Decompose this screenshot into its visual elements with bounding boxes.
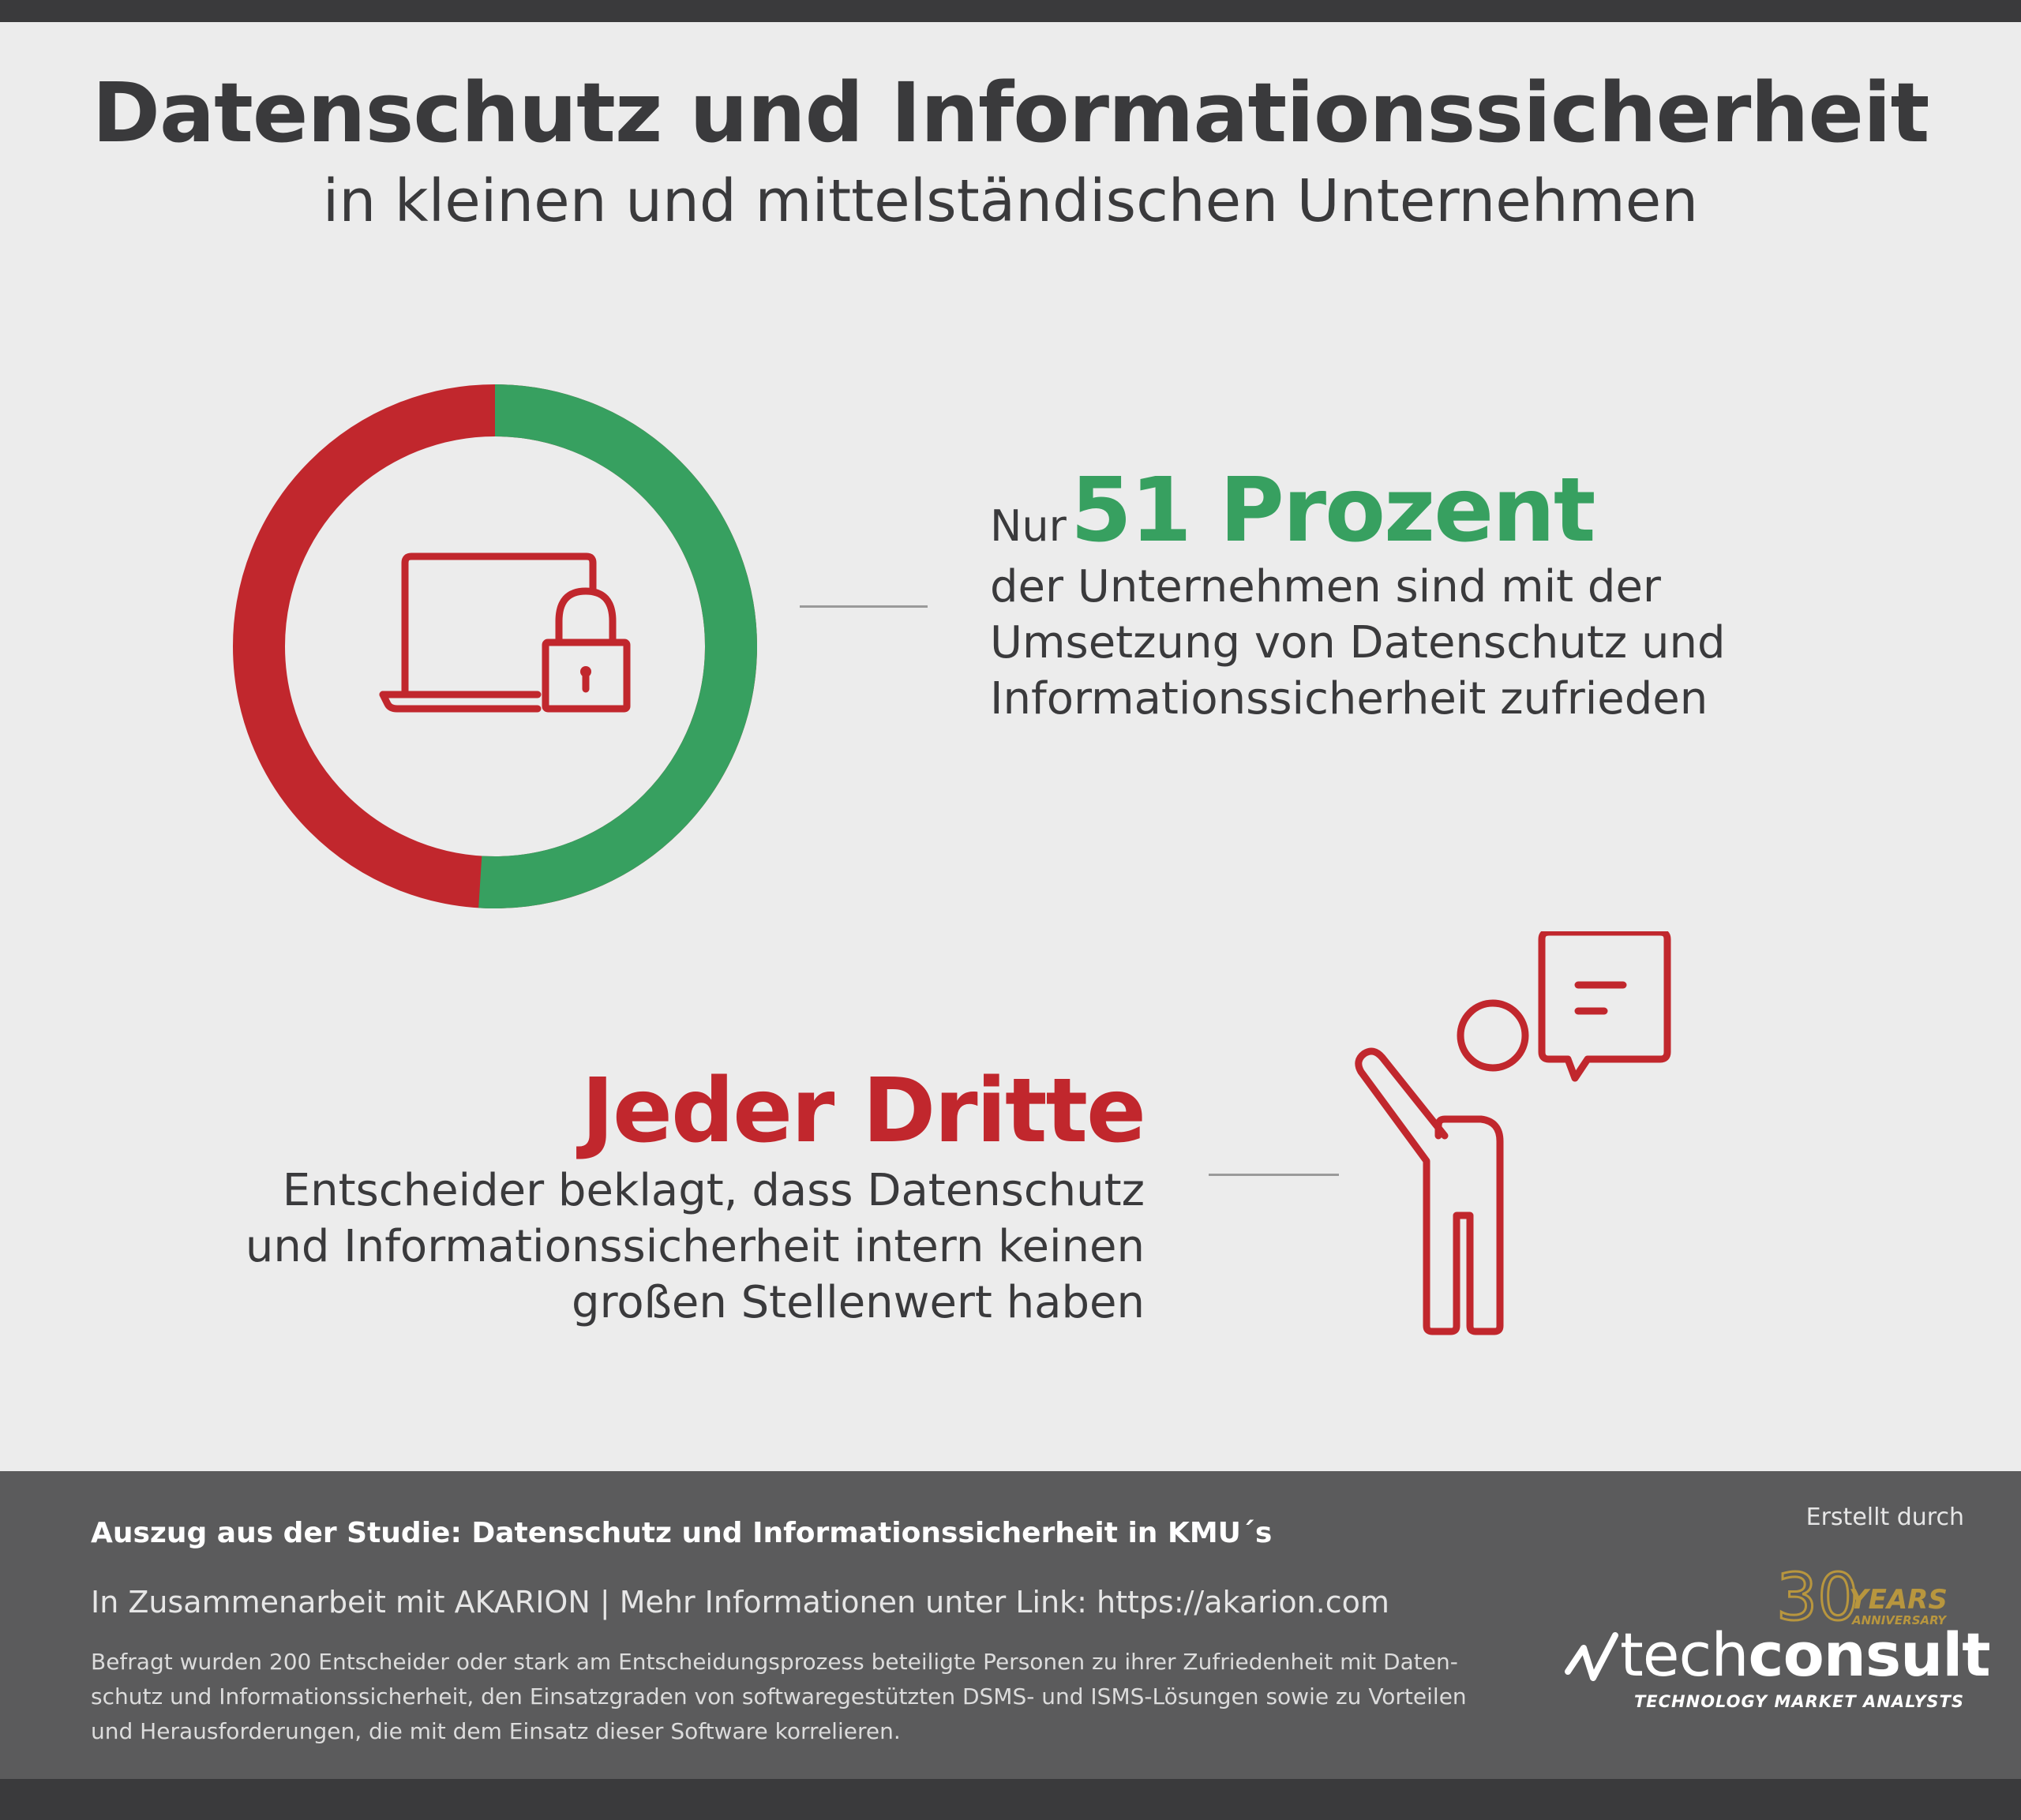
anniversary-sub: ANNIVERSARY: [1851, 1613, 1948, 1627]
page-subtitle: in kleinen und mittelständischen Unterne…: [322, 167, 1699, 235]
footer: [0, 1471, 2021, 1779]
stat-satisfied: Nur 51 Prozent der Unternehmen sind mit …: [990, 459, 1726, 727]
created-by-label: Erstellt durch: [1805, 1504, 1964, 1531]
stat-third-description: Entscheider beklagt, dass Datenschutz un…: [245, 1165, 1145, 1328]
donut-satisfied-arc: [478, 384, 757, 908]
laptop-lock-icon: [379, 552, 631, 713]
connector-line-1: [800, 605, 928, 608]
top-bar: [0, 0, 2021, 22]
anniversary-word: YEARS: [1849, 1584, 1948, 1616]
connector-line-2: [1209, 1174, 1339, 1176]
stat-third: Jeder Dritte Entscheider beklagt, dass D…: [245, 1060, 1146, 1331]
survey-note: Befragt wurden 200 Entscheider oder star…: [91, 1649, 1467, 1744]
satisfaction-donut: [233, 384, 757, 908]
stat-satisfied-description: der Unternehmen sind mit der Umsetzung v…: [990, 561, 1726, 725]
page-title: Datenschutz und Informationssicherheit: [92, 65, 1930, 161]
person-speech-bubble-icon: [1355, 931, 1671, 1335]
partner-line: In Zusammenarbeit mit AKARION | Mehr Inf…: [91, 1585, 1389, 1620]
stat-satisfied-lead: Nur: [990, 501, 1067, 551]
brand-wordmark: techconsult: [1620, 1620, 1991, 1690]
stat-third-highlight: Jeder Dritte: [581, 1060, 1146, 1163]
study-title: Auszug aus der Studie: Datenschutz und I…: [91, 1517, 1273, 1549]
bottom-bar: [0, 1779, 2021, 1820]
anniversary-badge: 30 YEARS ANNIVERSARY: [1776, 1564, 1948, 1635]
stat-satisfied-highlight: 51 Prozent: [1070, 459, 1596, 562]
techconsult-mark-icon: [1565, 1632, 1618, 1681]
brand-tagline: TECHNOLOGY MARKET ANALYSTS: [1633, 1692, 1964, 1711]
anniversary-number: 30: [1776, 1564, 1858, 1635]
techconsult-logo: 30 YEARS ANNIVERSARY techconsult TECHNOL…: [1554, 1556, 1991, 1714]
